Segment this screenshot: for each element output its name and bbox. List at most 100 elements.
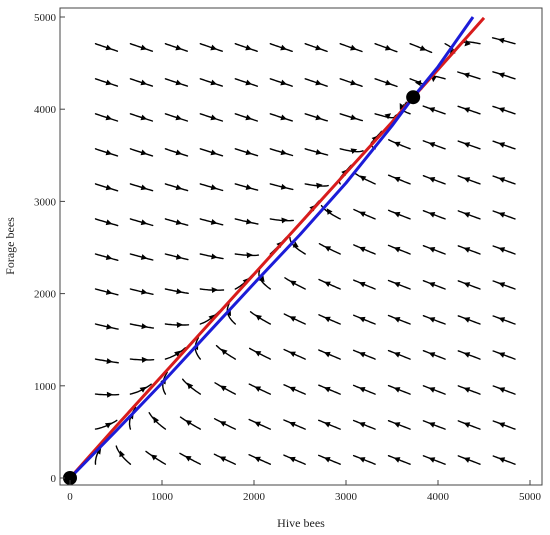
stream-arrowhead bbox=[175, 79, 183, 86]
stream-arrowhead bbox=[219, 421, 227, 427]
stream-line bbox=[457, 385, 481, 395]
stream-arrowhead bbox=[399, 103, 406, 110]
stream-arrowhead bbox=[497, 37, 505, 44]
stream-arrowhead bbox=[254, 386, 262, 392]
stream-arrowhead bbox=[350, 114, 357, 121]
stream-line bbox=[492, 245, 516, 255]
stream-arrowhead bbox=[498, 107, 505, 113]
stream-arrowhead bbox=[358, 316, 366, 323]
stream-line bbox=[226, 303, 236, 325]
x-tick-label: 3000 bbox=[335, 491, 358, 503]
stream-arrowhead bbox=[359, 175, 367, 182]
origin-equilibrium-point bbox=[63, 471, 77, 485]
stream-arrowhead bbox=[246, 252, 253, 259]
equilibrium-layer bbox=[63, 90, 421, 485]
stream-arrowhead bbox=[358, 246, 366, 253]
stream-arrowhead bbox=[498, 387, 506, 393]
stream-line bbox=[318, 384, 341, 395]
blue-curve bbox=[68, 16, 475, 480]
stream-arrowhead bbox=[105, 44, 113, 51]
stream-arrowhead bbox=[211, 253, 218, 260]
stream-arrowhead bbox=[255, 314, 262, 321]
plot-frame bbox=[59, 7, 543, 486]
stream-arrowhead bbox=[428, 177, 436, 183]
stream-arrowhead bbox=[393, 317, 401, 323]
stream-line bbox=[269, 43, 293, 52]
stream-arrowhead bbox=[140, 149, 148, 156]
stream-arrowhead bbox=[324, 281, 331, 288]
stream-arrowhead bbox=[359, 211, 366, 218]
stream-line bbox=[269, 78, 293, 87]
stream-line bbox=[457, 455, 481, 465]
stream-arrowhead bbox=[315, 114, 322, 121]
stream-arrowhead bbox=[428, 317, 436, 323]
stream-arrowhead bbox=[210, 219, 218, 225]
stream-arrowhead bbox=[245, 114, 253, 121]
stream-arrowhead bbox=[106, 358, 113, 365]
stream-line bbox=[457, 280, 481, 290]
stream-arrowhead bbox=[498, 247, 506, 253]
x-tick-label: 1000 bbox=[151, 491, 174, 503]
stream-arrowhead bbox=[350, 44, 357, 51]
stream-arrowhead bbox=[315, 79, 322, 86]
stream-line bbox=[352, 454, 376, 465]
stream-arrowhead bbox=[140, 184, 148, 191]
stream-arrowhead bbox=[326, 208, 333, 215]
stream-arrowhead bbox=[105, 79, 113, 86]
stream-arrowhead bbox=[141, 323, 148, 330]
stream-arrowhead bbox=[289, 280, 297, 287]
stream-line bbox=[94, 78, 119, 87]
stream-line bbox=[374, 43, 398, 53]
stream-arrowhead bbox=[280, 44, 287, 51]
y-axis-ticks: 0 1000 2000 3000 4000 5000 bbox=[34, 12, 65, 485]
stream-arrowhead bbox=[140, 219, 148, 226]
stream-arrowhead bbox=[254, 350, 262, 357]
stream-arrowhead bbox=[175, 44, 183, 51]
stream-arrowhead bbox=[176, 288, 183, 295]
stream-line bbox=[248, 418, 271, 430]
stream-line bbox=[387, 279, 411, 290]
stream-arrowhead bbox=[463, 177, 471, 183]
stream-arrowhead bbox=[358, 281, 366, 288]
stream-line bbox=[353, 314, 376, 325]
stream-arrowhead bbox=[463, 247, 471, 253]
stream-arrowhead bbox=[323, 386, 331, 393]
stream-line bbox=[94, 253, 119, 261]
stream-line bbox=[283, 419, 306, 430]
stream-arrowhead bbox=[463, 282, 471, 288]
stream-line bbox=[387, 209, 411, 220]
stream-arrowhead bbox=[324, 316, 331, 323]
stream-arrowhead bbox=[414, 80, 422, 87]
stream-arrowhead bbox=[463, 72, 470, 79]
stream-arrowhead bbox=[498, 352, 506, 358]
stream-line bbox=[339, 78, 363, 87]
stream-arrowhead bbox=[140, 79, 148, 86]
stream-line bbox=[492, 210, 516, 220]
y-tick-label: 5000 bbox=[34, 12, 57, 24]
stream-arrowhead bbox=[140, 114, 148, 121]
stream-arrowhead bbox=[258, 275, 265, 283]
stream-arrowhead bbox=[104, 422, 112, 429]
stream-arrowhead bbox=[105, 219, 113, 226]
stream-arrowhead bbox=[498, 282, 506, 288]
stream-line bbox=[179, 416, 201, 430]
stream-line bbox=[339, 113, 363, 122]
stream-arrowhead bbox=[324, 246, 332, 252]
stream-arrowhead bbox=[254, 421, 261, 428]
stream-arrowhead bbox=[105, 289, 113, 295]
stream-arrowhead bbox=[175, 219, 183, 226]
stream-arrowhead bbox=[280, 183, 288, 190]
stream-arrowhead bbox=[428, 142, 436, 148]
stream-arrowhead bbox=[428, 457, 436, 463]
stream-line bbox=[352, 384, 376, 395]
stream-line bbox=[164, 43, 188, 52]
stream-line bbox=[94, 183, 119, 192]
stream-arrowhead bbox=[498, 72, 505, 79]
stream-arrowhead bbox=[211, 287, 218, 294]
stream-arrowhead bbox=[245, 149, 253, 156]
x-axis-label: Hive bees bbox=[277, 516, 325, 530]
stream-arrowhead bbox=[150, 454, 158, 461]
stream-line bbox=[457, 140, 481, 150]
stream-arrowhead bbox=[185, 420, 192, 426]
